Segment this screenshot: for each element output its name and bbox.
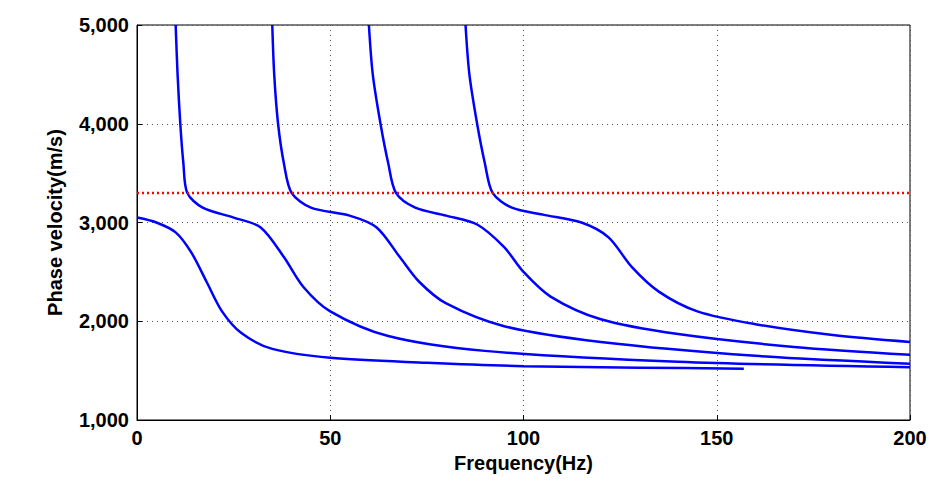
svg-text:0: 0 xyxy=(131,427,142,449)
svg-text:150: 150 xyxy=(700,427,733,449)
svg-text:Frequency(Hz): Frequency(Hz) xyxy=(454,452,593,474)
svg-text:3,000: 3,000 xyxy=(79,212,129,234)
svg-text:50: 50 xyxy=(319,427,341,449)
svg-text:1,000: 1,000 xyxy=(79,409,129,431)
svg-text:100: 100 xyxy=(507,427,540,449)
svg-text:5,000: 5,000 xyxy=(79,14,129,36)
svg-text:2,000: 2,000 xyxy=(79,310,129,332)
svg-text:4,000: 4,000 xyxy=(79,113,129,135)
svg-text:Phase velocity(m/s): Phase velocity(m/s) xyxy=(44,129,66,316)
svg-text:200: 200 xyxy=(893,427,926,449)
